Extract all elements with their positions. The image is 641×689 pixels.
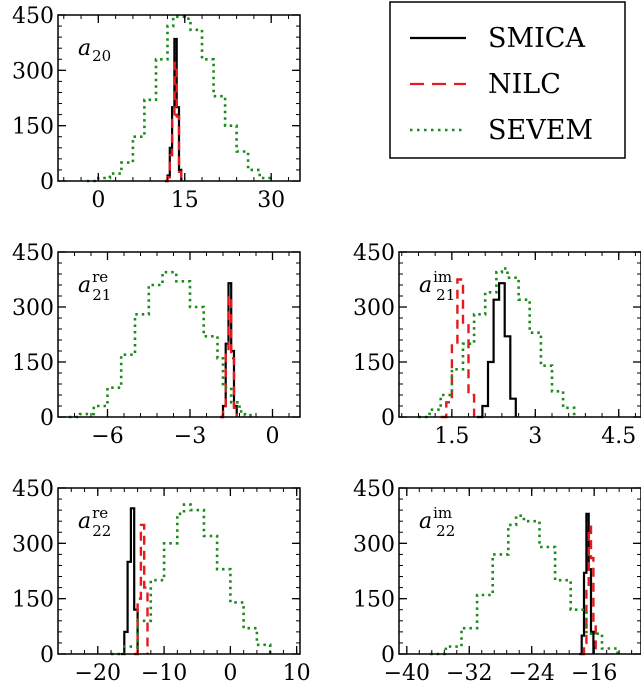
panel-1: −6 −3 0 0 150 300 450 are 21 bbox=[12, 241, 301, 449]
y-tick-label-450-panel-1: 450 bbox=[12, 241, 54, 266]
panel-label-3: are 22 bbox=[78, 504, 111, 540]
panel-3: −20 −10 0 10 0 150 300 450 are 22 bbox=[12, 477, 311, 686]
panel-frame-1 bbox=[57, 251, 301, 418]
y-tick-label-150-panel-2: 150 bbox=[353, 351, 395, 376]
y-tick-label-150-panel-0: 150 bbox=[12, 115, 54, 140]
series-smica-panel-3 bbox=[121, 507, 139, 656]
legend-label-nilc: NILC bbox=[488, 69, 561, 100]
y-tick-label-300-panel-4: 300 bbox=[353, 532, 395, 557]
x-tick-label-10-panel-3: 10 bbox=[283, 661, 311, 686]
y-tick-label-300-panel-0: 300 bbox=[12, 59, 54, 84]
y-tick-label-450-panel-3: 450 bbox=[12, 477, 54, 502]
y-tick-label-300-panel-1: 300 bbox=[12, 296, 54, 321]
panel-label-1: are 21 bbox=[78, 268, 111, 304]
panel-label-2: aim 21 bbox=[419, 268, 455, 304]
series-nilc-panel-1 bbox=[220, 294, 238, 419]
panel-label-4: aim 22 bbox=[419, 504, 455, 540]
y-tick-label-150-panel-1: 150 bbox=[12, 351, 54, 376]
legend-label-sevem: SEVEM bbox=[488, 115, 593, 146]
x-tick-label-neg24-panel-4: −24 bbox=[508, 661, 554, 686]
series-nilc-panel-2 bbox=[440, 278, 476, 419]
x-tick-label-15-panel-0: 15 bbox=[171, 188, 199, 213]
panel-frame-4 bbox=[398, 487, 641, 655]
x-tick-label-4p5-panel-2: 4.5 bbox=[601, 424, 636, 449]
x-tick-label-0-panel-3: 0 bbox=[223, 661, 237, 686]
x-tick-label-1p5-panel-2: 1.5 bbox=[434, 424, 469, 449]
x-tick-label-neg3-panel-1: −3 bbox=[174, 424, 206, 449]
y-tick-label-450-panel-2: 450 bbox=[353, 241, 395, 266]
x-tick-label-neg16-panel-4: −16 bbox=[571, 661, 617, 686]
x-tick-label-neg20-panel-3: −20 bbox=[75, 661, 121, 686]
x-tick-label-0-panel-1: 0 bbox=[266, 424, 280, 449]
x-tick-label-neg6-panel-1: −6 bbox=[91, 424, 123, 449]
series-sevem-panel-3 bbox=[111, 503, 272, 656]
legend-label-smica: SMICA bbox=[488, 23, 585, 54]
x-tick-label-neg40-panel-4: −40 bbox=[384, 661, 430, 686]
panel-frame-3 bbox=[57, 487, 301, 655]
legend: SMICA NILC SEVEM bbox=[389, 1, 626, 159]
panel-4: −40 −32 −24 −16 0 150 300 450 aim 22 bbox=[353, 477, 641, 686]
y-tick-label-300-panel-2: 300 bbox=[353, 296, 395, 321]
y-tick-label-450-panel-0: 450 bbox=[12, 4, 54, 29]
panel-2: 1.5 3 4.5 0 150 300 450 aim 21 bbox=[353, 241, 641, 449]
series-sevem-panel-1 bbox=[69, 270, 255, 419]
panel-frame-2 bbox=[398, 251, 641, 418]
x-tick-label-neg32-panel-4: −32 bbox=[446, 661, 492, 686]
y-tick-label-0-panel-3: 0 bbox=[40, 643, 54, 668]
y-tick-label-150-panel-3: 150 bbox=[12, 588, 54, 613]
x-tick-label-30-panel-0: 30 bbox=[257, 188, 285, 213]
x-tick-label-neg10-panel-3: −10 bbox=[141, 661, 187, 686]
x-tick-label-0-panel-0: 0 bbox=[91, 188, 105, 213]
y-tick-label-150-panel-4: 150 bbox=[353, 588, 395, 613]
y-tick-label-300-panel-3: 300 bbox=[12, 532, 54, 557]
series-sevem-panel-4 bbox=[430, 514, 619, 656]
panel-frame-0 bbox=[57, 14, 301, 182]
x-tick-label-3-panel-2: 3 bbox=[528, 424, 542, 449]
series-sevem-panel-2 bbox=[418, 267, 576, 419]
panel-label-0: a20 bbox=[78, 36, 111, 65]
y-tick-label-0-panel-4: 0 bbox=[381, 643, 395, 668]
legend-box bbox=[389, 1, 626, 159]
series-sevem-panel-0 bbox=[86, 15, 273, 183]
series-nilc-panel-0 bbox=[165, 61, 183, 183]
series-nilc-panel-3 bbox=[134, 523, 149, 656]
y-tick-label-0-panel-1: 0 bbox=[40, 406, 54, 431]
y-tick-label-450-panel-4: 450 bbox=[353, 477, 395, 502]
series-smica-panel-2 bbox=[476, 282, 517, 419]
series-smica-panel-4 bbox=[579, 512, 595, 656]
y-tick-label-0-panel-0: 0 bbox=[40, 170, 54, 195]
y-tick-label-0-panel-2: 0 bbox=[381, 406, 395, 431]
